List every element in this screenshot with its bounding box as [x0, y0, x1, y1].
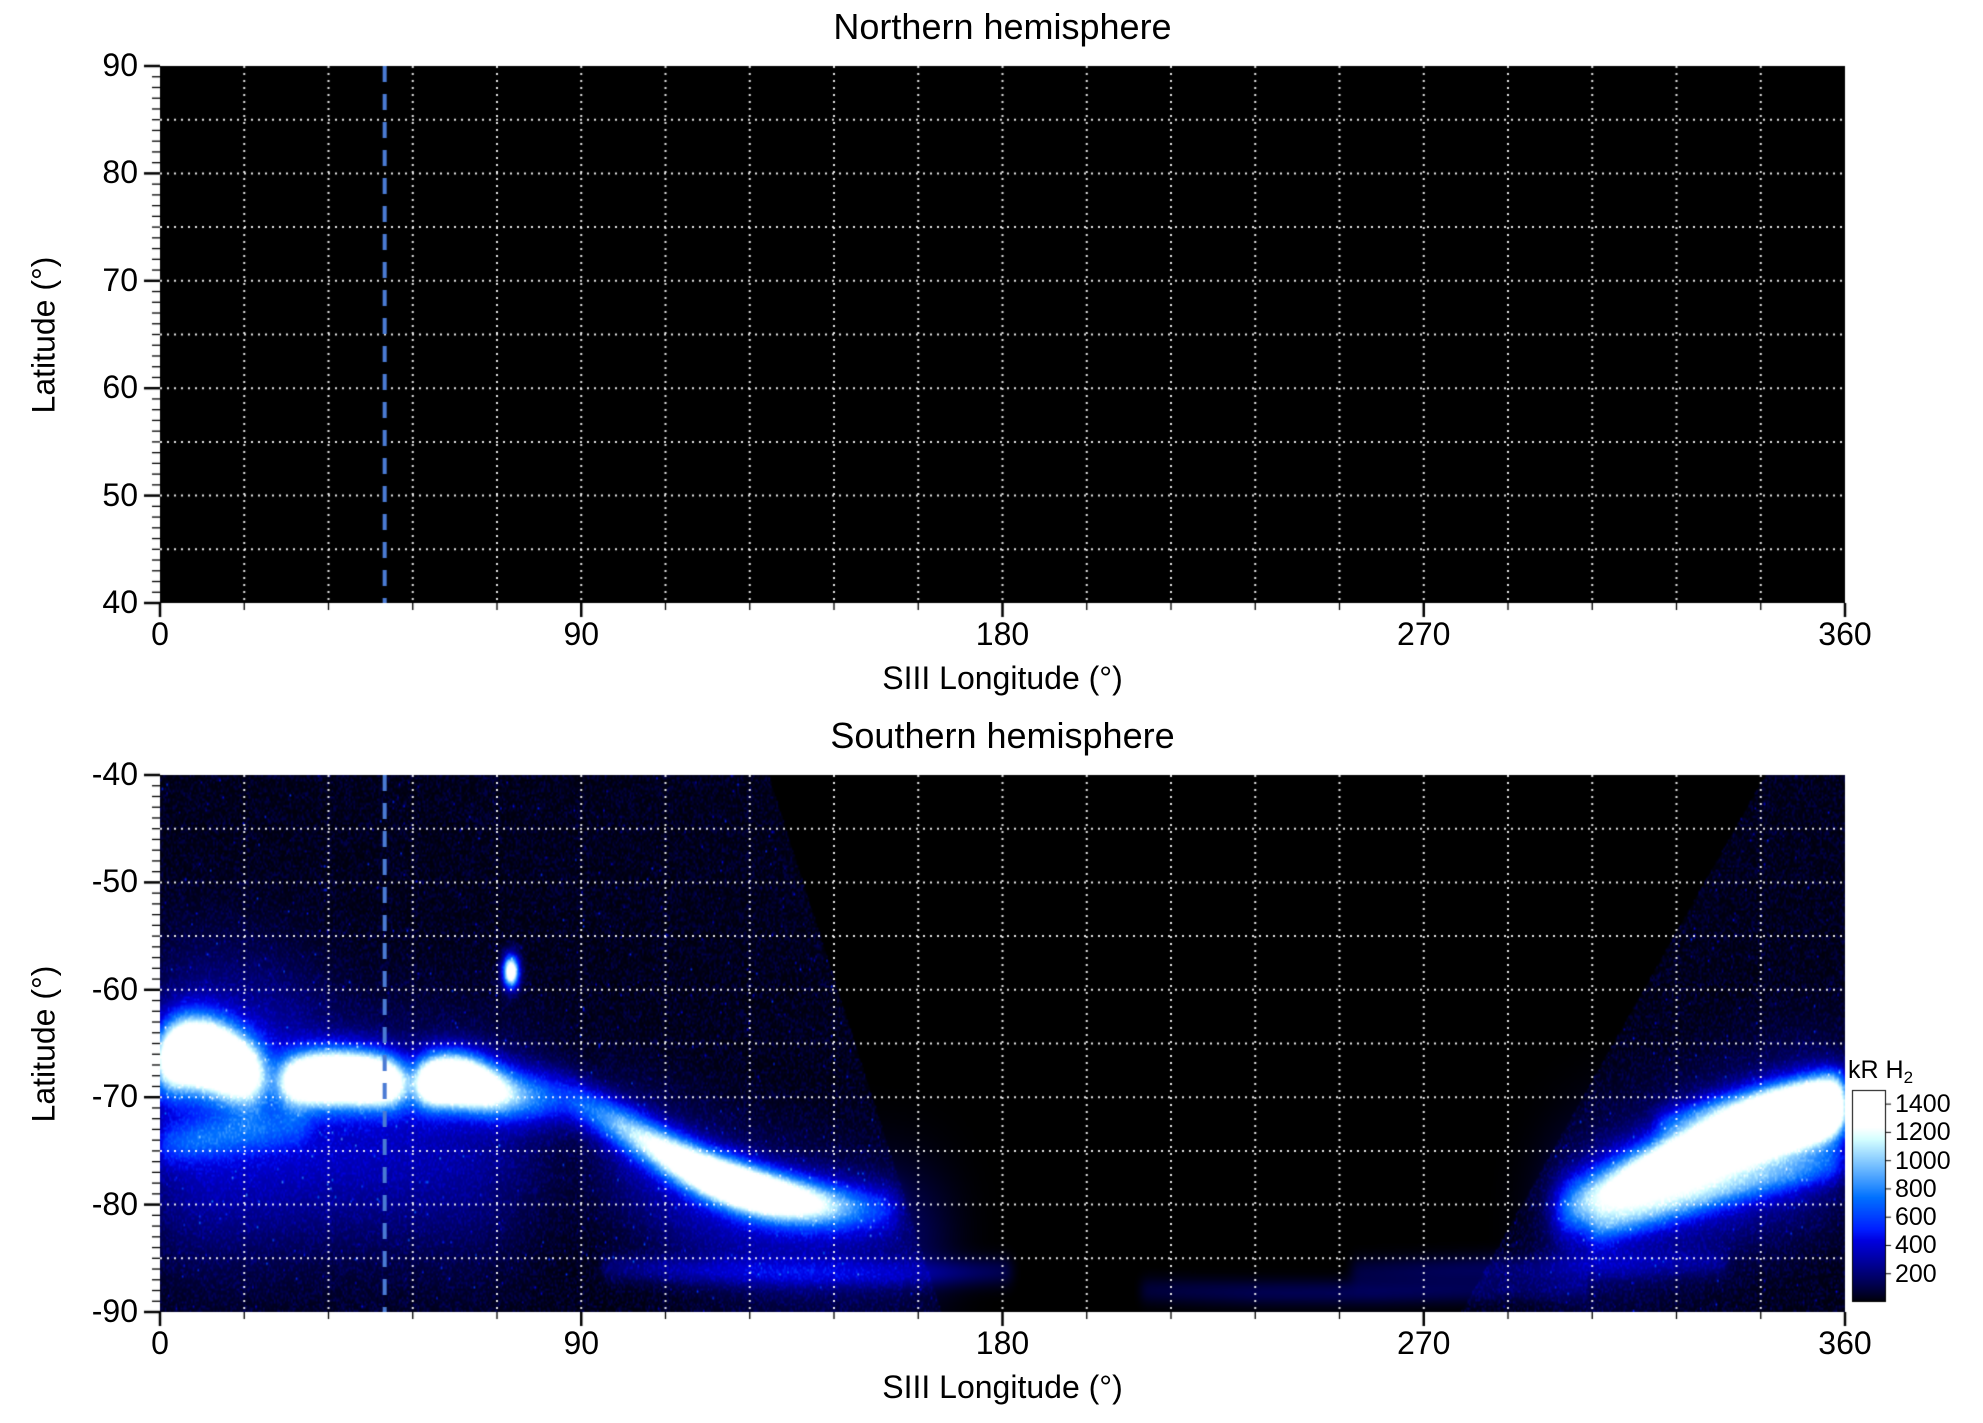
colorbar-tick-label: 1200 [1895, 1118, 1951, 1147]
y-tick-label: 60 [102, 369, 138, 406]
y-tick-label: -50 [91, 863, 138, 900]
colorbar-unit-sub: 2 [1903, 1068, 1914, 1088]
south-panel-title: Southern hemisphere [830, 715, 1175, 756]
north-xaxis-label: SIII Longitude (°) [882, 660, 1123, 696]
colorbar-title: kR H2 [1848, 1056, 1913, 1088]
y-tick-label: -40 [91, 756, 138, 792]
x-tick-label: 360 [1818, 616, 1872, 652]
colorbar-tick-label: 400 [1895, 1231, 1937, 1260]
x-tick-label: 270 [1397, 1325, 1451, 1361]
colorbar-tick-label: 800 [1895, 1174, 1937, 1203]
x-tick-label: 180 [975, 1325, 1030, 1361]
x-tick-label: 90 [563, 616, 600, 652]
x-tick-label: 180 [975, 616, 1030, 652]
y-tick-label: -60 [91, 970, 138, 1007]
south-xaxis-label: SIII Longitude (°) [882, 1369, 1123, 1405]
y-tick-label: 50 [102, 476, 138, 513]
y-tick-label: 40 [102, 584, 138, 620]
x-tick-label: 90 [563, 1325, 600, 1361]
x-tick-label: 0 [151, 616, 169, 652]
x-tick-label: 270 [1397, 616, 1451, 652]
y-tick-label: 70 [102, 261, 138, 298]
y-tick-label: -70 [91, 1078, 138, 1115]
x-tick-label: 0 [151, 1325, 169, 1361]
x-tick-label: 360 [1818, 1325, 1872, 1361]
colorbar-tick-label: 1000 [1895, 1146, 1951, 1175]
y-tick-label: 80 [102, 154, 138, 191]
y-tick-label: -80 [91, 1185, 138, 1222]
y-tick-label: -90 [91, 1293, 138, 1329]
colorbar-tick-label: 200 [1895, 1259, 1937, 1288]
north-panel-title: Northern hemisphere [833, 6, 1172, 47]
colorbar-tick-label: 1400 [1895, 1090, 1951, 1119]
colorbar-tick-label: 600 [1895, 1203, 1937, 1232]
colorbar-unit: kR H [1848, 1056, 1904, 1084]
y-tick-label: 90 [102, 47, 138, 83]
